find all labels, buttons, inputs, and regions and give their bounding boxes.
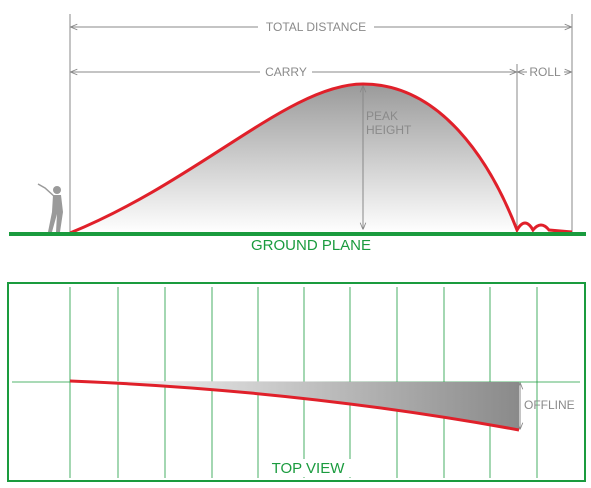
peak-height-label: HEIGHT <box>366 123 412 137</box>
label-bg <box>527 64 564 80</box>
offline-label: OFFLINE <box>524 398 575 412</box>
top-view-frame <box>7 282 586 482</box>
trajectory-fill <box>70 84 517 233</box>
label-bg <box>260 64 312 80</box>
golfer <box>37 183 63 232</box>
ground-plane-label: GROUND PLANE <box>251 237 371 254</box>
trajectory <box>69 82 573 235</box>
peak-height-label: PEAK <box>366 109 398 123</box>
carry-label: CARRY <box>265 65 307 79</box>
total-distance-label: TOTAL DISTANCE <box>266 20 366 34</box>
top-view-label: TOP VIEW <box>272 460 346 477</box>
label-bg <box>258 19 374 35</box>
offline-fill <box>70 381 519 430</box>
roll-label: ROLL <box>529 65 561 79</box>
top-trajectory <box>69 379 520 432</box>
label-bg <box>265 459 351 477</box>
